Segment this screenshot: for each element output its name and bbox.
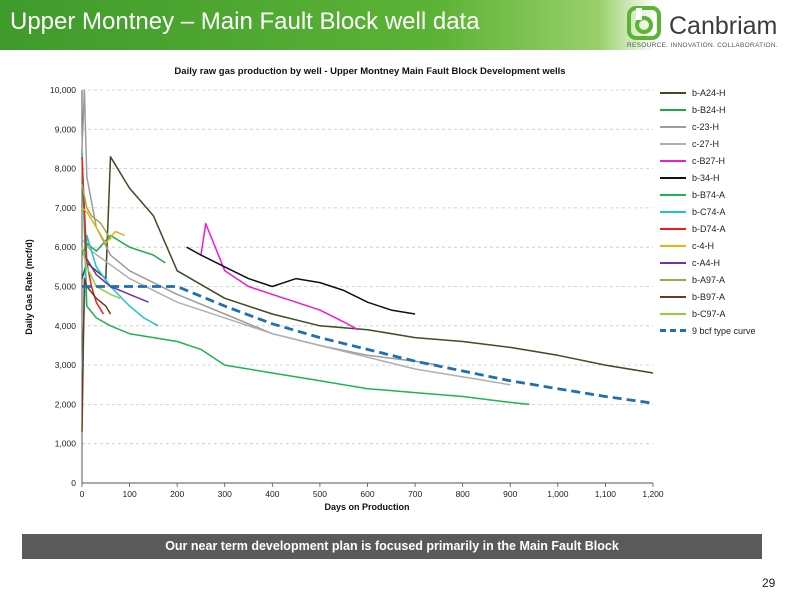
legend-item: b-C74-A bbox=[660, 203, 795, 220]
x-tick-label: 600 bbox=[360, 489, 374, 499]
series-line-b-c74-a bbox=[81, 234, 159, 374]
legend-label: 9 bcf type curve bbox=[692, 325, 756, 336]
legend-swatch bbox=[660, 125, 686, 128]
series-line-b-b97-a bbox=[81, 277, 112, 432]
logo-name: Canbriam bbox=[669, 12, 778, 40]
legend-label: b-B74-A bbox=[692, 189, 726, 200]
header-band bbox=[0, 0, 800, 50]
legend-item: b-A24-H bbox=[660, 84, 795, 101]
legend-label: c-27-H bbox=[692, 138, 720, 149]
legend-item: 9 bcf type curve bbox=[660, 322, 795, 339]
x-tick-label: 900 bbox=[503, 489, 517, 499]
legend-item: b-B97-A bbox=[660, 288, 795, 305]
slide-title: Upper Montney – Main Fault Block well da… bbox=[10, 8, 480, 35]
legend-swatch bbox=[660, 278, 686, 281]
chart-series bbox=[81, 89, 654, 432]
legend-swatch bbox=[660, 193, 686, 196]
series-line-c-4-h bbox=[81, 207, 126, 245]
legend-label: b-B97-A bbox=[692, 291, 726, 302]
legend-item: c-A4-H bbox=[660, 254, 795, 271]
series-line-c-27-h bbox=[81, 238, 511, 386]
legend-item: c-4-H bbox=[660, 237, 795, 254]
legend-swatch bbox=[660, 210, 686, 213]
legend-swatch bbox=[660, 312, 686, 315]
legend-label: c-A4-H bbox=[692, 257, 721, 268]
y-tick-label: 9,000 bbox=[55, 124, 77, 134]
legend-label: b-34-H bbox=[692, 172, 720, 183]
series-line-c-b27-h bbox=[200, 222, 359, 331]
legend-label: c-4-H bbox=[692, 240, 714, 251]
chart-axes: 0 1,000 2,000 3,000 4,000 5,000 6,000 7,000 8,00… bbox=[50, 85, 664, 499]
legend-label: b-D74-A bbox=[692, 223, 726, 234]
legend-item: b-34-H bbox=[660, 169, 795, 186]
legend-swatch bbox=[660, 159, 686, 162]
y-tick-label: 10,000 bbox=[50, 85, 76, 95]
legend-item: c-27-H bbox=[660, 135, 795, 152]
legend-label: c-23-H bbox=[692, 121, 720, 132]
legend-label: b-C74-A bbox=[692, 206, 726, 217]
footer-band: Our near term development plan is focuse… bbox=[22, 534, 762, 559]
logo-tagline: RESOURCE. INNOVATION. COLLABORATION. bbox=[627, 42, 778, 49]
x-tick-label: 800 bbox=[456, 489, 470, 499]
series-line-c-23-h bbox=[81, 89, 440, 366]
x-tick-label: 200 bbox=[170, 489, 184, 499]
chart-title: Daily raw gas production by well - Upper… bbox=[174, 66, 566, 77]
legend-item: c-23-H bbox=[660, 118, 795, 135]
series-line-b-b74-a bbox=[81, 152, 530, 406]
legend-swatch bbox=[660, 91, 686, 94]
legend-item: b-C97-A bbox=[660, 305, 795, 322]
legend-label: b-A97-A bbox=[692, 274, 726, 285]
series-line-b-34-h bbox=[186, 246, 416, 315]
legend-label: c-B27-H bbox=[692, 155, 726, 166]
legend-swatch bbox=[660, 329, 686, 332]
company-logo: Canbriam RESOURCE. INNOVATION. COLLABORA… bbox=[625, 4, 795, 50]
series-line-b-a97-a bbox=[81, 184, 112, 240]
legend-swatch bbox=[660, 295, 686, 298]
x-tick-label: 300 bbox=[218, 489, 232, 499]
x-tick-label: 1,200 bbox=[642, 489, 664, 499]
y-tick-label: 6,000 bbox=[55, 242, 77, 252]
y-tick-label: 5,000 bbox=[55, 282, 77, 292]
series-line-b-d74-a bbox=[81, 156, 105, 315]
chart-legend: b-A24-H b-B24-H c-23-H c-27-H c-B27-H b-34-H b… bbox=[660, 84, 795, 339]
x-tick-label: 500 bbox=[313, 489, 327, 499]
y-tick-label: 0 bbox=[71, 478, 76, 488]
legend-swatch bbox=[660, 261, 686, 264]
y-tick-label: 4,000 bbox=[55, 321, 77, 331]
legend-item: b-B24-H bbox=[660, 101, 795, 118]
legend-swatch bbox=[660, 227, 686, 230]
legend-item: b-B74-A bbox=[660, 186, 795, 203]
legend-swatch bbox=[660, 108, 686, 111]
x-tick-label: 0 bbox=[80, 489, 85, 499]
x-tick-label: 100 bbox=[122, 489, 136, 499]
x-tick-label: 1,000 bbox=[547, 489, 569, 499]
canbriam-logo-icon bbox=[627, 6, 661, 40]
series-line-9-bcf-type-curve bbox=[82, 285, 654, 405]
legend-label: b-C97-A bbox=[692, 308, 726, 319]
legend-label: b-B24-H bbox=[692, 104, 726, 115]
legend-swatch bbox=[660, 142, 686, 145]
y-axis-label: Daily Gas Rate (mcf/d) bbox=[24, 239, 34, 335]
x-axis-label: Days on Production bbox=[324, 502, 409, 512]
legend-item: c-B27-H bbox=[660, 152, 795, 169]
series-line-c-a4-h bbox=[81, 250, 149, 303]
legend-swatch bbox=[660, 244, 686, 247]
y-tick-label: 3,000 bbox=[55, 360, 77, 370]
chart-grid bbox=[82, 89, 653, 445]
legend-item: b-A97-A bbox=[660, 271, 795, 288]
legend-label: b-A24-H bbox=[692, 87, 726, 98]
x-tick-label: 1,100 bbox=[595, 489, 617, 499]
y-tick-label: 8,000 bbox=[55, 164, 77, 174]
y-tick-label: 2,000 bbox=[55, 399, 77, 409]
y-tick-label: 7,000 bbox=[55, 203, 77, 213]
footer-text: Our near term development plan is focuse… bbox=[165, 539, 619, 553]
x-tick-label: 700 bbox=[408, 489, 422, 499]
legend-item: b-D74-A bbox=[660, 220, 795, 237]
x-tick-label: 400 bbox=[265, 489, 279, 499]
legend-swatch bbox=[660, 176, 686, 179]
page-number: 29 bbox=[762, 576, 776, 590]
y-tick-label: 1,000 bbox=[55, 439, 77, 449]
